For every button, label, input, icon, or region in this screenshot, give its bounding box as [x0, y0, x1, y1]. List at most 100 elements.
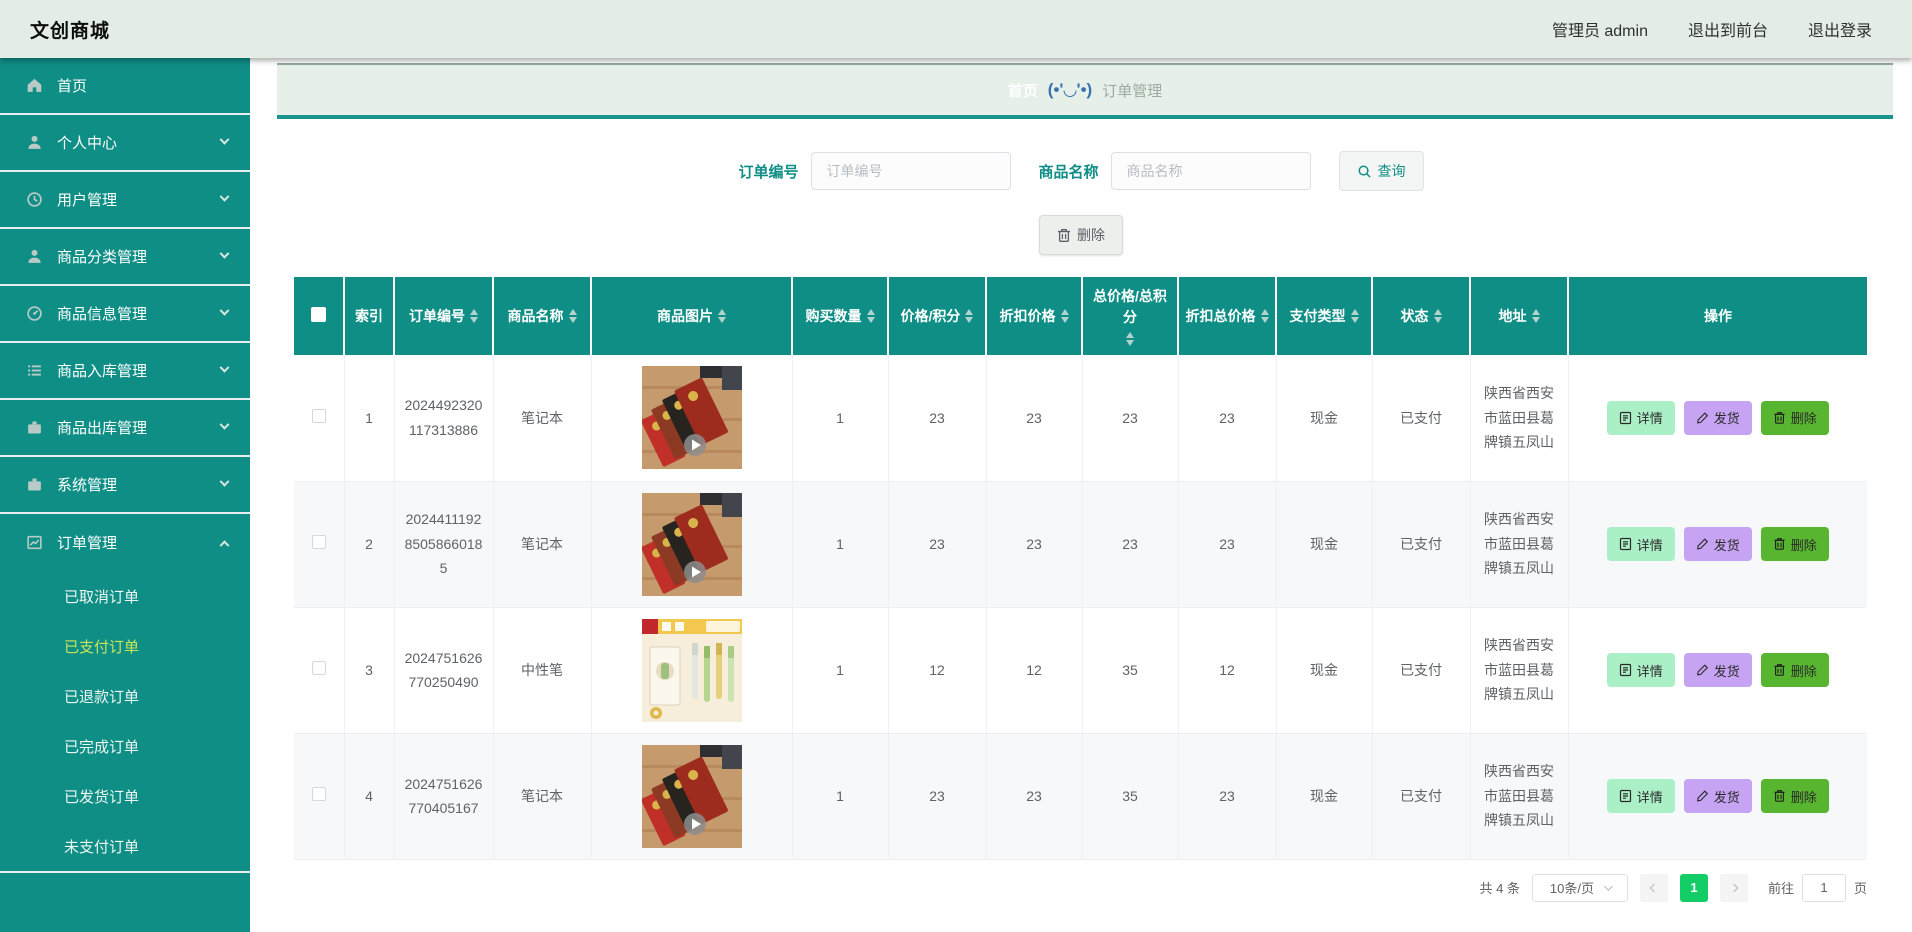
cell-pay-type: 现金: [1276, 733, 1373, 860]
briefcase-icon: [28, 478, 41, 491]
sort-icon[interactable]: [568, 309, 577, 323]
chevron-down-icon: [1604, 881, 1613, 891]
sidebar-item-refunded-orders[interactable]: 已退款订单: [0, 671, 250, 721]
briefcase-icon: [28, 421, 41, 434]
cell-pay-type: 现金: [1276, 355, 1373, 482]
detail-button[interactable]: 详情: [1606, 653, 1675, 687]
sidebar-item-shipped-orders[interactable]: 已发货订单: [0, 771, 250, 821]
breadcrumb: 首页 (•'◡'•) 订单管理: [277, 63, 1893, 119]
sort-icon[interactable]: [1531, 309, 1540, 323]
order-no-input[interactable]: [810, 152, 1011, 190]
logout-link[interactable]: 退出登录: [1807, 23, 1872, 40]
header-order-no[interactable]: 订单编号: [394, 277, 494, 355]
header-discount-total[interactable]: 折扣总价格: [1178, 277, 1277, 355]
sort-icon[interactable]: [718, 309, 726, 323]
orders-table: 索引 订单编号 商品名称 商品图片 购买数量 价格/积分 折扣价格 总价格/总积…: [294, 277, 1867, 860]
delete-button[interactable]: 删除: [1760, 779, 1829, 813]
header-discount-price[interactable]: 折扣价格: [986, 277, 1083, 355]
breadcrumb-home[interactable]: 首页: [1007, 82, 1038, 100]
sidebar-item-system-management[interactable]: 系统管理: [0, 457, 250, 514]
row-checkbox[interactable]: [311, 534, 326, 549]
cell-pay-type: 现金: [1276, 481, 1373, 608]
sidebar: 首页 个人中心 用户管理 商品分类管理 商品信息管理 商品入库管理: [0, 58, 250, 932]
document-icon: [1619, 663, 1631, 677]
trash-icon: [1774, 664, 1785, 676]
header-total[interactable]: 总价格/总积分: [1082, 277, 1179, 355]
header-pay-type[interactable]: 支付类型: [1276, 277, 1373, 355]
sidebar-item-order-management[interactable]: 订单管理: [0, 514, 250, 571]
sidebar-item-personal-center[interactable]: 个人中心: [0, 115, 250, 172]
chevron-down-icon: [219, 191, 230, 202]
select-all-header[interactable]: [294, 277, 345, 355]
sidebar-item-label: 首页: [57, 78, 88, 95]
next-page-button[interactable]: [1719, 873, 1748, 902]
exit-to-front-link[interactable]: 退出到前台: [1687, 23, 1768, 40]
sidebar-item-user-management[interactable]: 用户管理: [0, 172, 250, 229]
product-image-notebooks[interactable]: [641, 492, 742, 596]
sidebar-item-product-outbound-management[interactable]: 商品出库管理: [0, 400, 250, 457]
delete-button[interactable]: 删除: [1760, 400, 1829, 435]
sort-icon[interactable]: [1260, 309, 1269, 323]
ship-button[interactable]: 发货: [1683, 779, 1752, 813]
product-name-input[interactable]: [1110, 152, 1311, 190]
header-price[interactable]: 价格/积分: [888, 277, 987, 355]
detail-button[interactable]: 详情: [1606, 400, 1675, 435]
sidebar-item-cancelled-orders[interactable]: 已取消订单: [0, 571, 250, 621]
ship-button[interactable]: 发货: [1683, 400, 1752, 435]
gauge-icon: [27, 306, 42, 321]
sort-icon[interactable]: [965, 309, 974, 323]
sort-icon[interactable]: [1350, 309, 1359, 323]
sort-icon[interactable]: [1433, 309, 1442, 323]
bulk-delete-button[interactable]: 删除: [1039, 215, 1123, 255]
delete-button[interactable]: 删除: [1760, 527, 1829, 561]
detail-button[interactable]: 详情: [1606, 527, 1675, 561]
sort-icon[interactable]: [866, 309, 875, 323]
query-button[interactable]: 查询: [1338, 151, 1424, 191]
detail-button[interactable]: 详情: [1606, 779, 1675, 813]
ship-button[interactable]: 发货: [1683, 653, 1752, 687]
header-qty[interactable]: 购买数量: [792, 277, 889, 355]
row-checkbox[interactable]: [311, 408, 326, 423]
cell-status: 已支付: [1372, 733, 1471, 860]
sidebar-item-unpaid-orders[interactable]: 未支付订单: [0, 821, 250, 871]
cell-product-name: 笔记本: [493, 481, 592, 608]
table-row: 3 2024751626770250490 中性笔 1 12 12 35 12 …: [294, 607, 1867, 734]
sort-icon[interactable]: [1060, 309, 1069, 323]
current-page[interactable]: 1: [1679, 873, 1708, 902]
sidebar-item-label: 商品入库管理: [57, 363, 148, 380]
header-status[interactable]: 状态: [1372, 277, 1471, 355]
sidebar-item-home[interactable]: 首页: [0, 58, 250, 115]
row-checkbox[interactable]: [311, 660, 326, 675]
row-checkbox[interactable]: [311, 786, 326, 801]
bulk-delete-label: 删除: [1077, 227, 1105, 243]
cell-discount-price: 12: [986, 607, 1083, 734]
header-product-name[interactable]: 商品名称: [493, 277, 592, 355]
cell-price: 23: [888, 355, 987, 482]
goto-label: 前往: [1767, 881, 1794, 896]
product-image-notebooks[interactable]: [641, 744, 742, 848]
sidebar-item-category-management[interactable]: 商品分类管理: [0, 229, 250, 286]
delete-button[interactable]: 删除: [1760, 653, 1829, 687]
sort-icon[interactable]: [1126, 332, 1134, 346]
sidebar-item-completed-orders[interactable]: 已完成订单: [0, 721, 250, 771]
select-all-checkbox[interactable]: [311, 307, 326, 322]
cell-product-name: 中性笔: [493, 607, 592, 734]
goto-page-input[interactable]: [1801, 873, 1846, 902]
chevron-down-icon: [219, 134, 230, 145]
sidebar-item-paid-orders[interactable]: 已支付订单: [0, 621, 250, 671]
prev-page-button[interactable]: [1639, 873, 1668, 902]
admin-user-link[interactable]: 管理员 admin: [1551, 23, 1648, 40]
goto-page-suffix: 页: [1853, 881, 1867, 896]
pen-icon: [1696, 412, 1708, 424]
product-image-pens[interactable]: [641, 618, 742, 722]
sort-icon[interactable]: [470, 309, 478, 323]
page-size-select[interactable]: 10条/页: [1531, 873, 1628, 902]
ship-button[interactable]: 发货: [1683, 527, 1752, 561]
header-address[interactable]: 地址: [1470, 277, 1569, 355]
sidebar-item-product-inbound-management[interactable]: 商品入库管理: [0, 343, 250, 400]
chart-icon: [27, 535, 42, 550]
product-image-notebooks[interactable]: [641, 366, 742, 470]
cell-discount-total: 23: [1178, 481, 1277, 608]
header-product-image[interactable]: 商品图片: [591, 277, 793, 355]
sidebar-item-product-info-management[interactable]: 商品信息管理: [0, 286, 250, 343]
